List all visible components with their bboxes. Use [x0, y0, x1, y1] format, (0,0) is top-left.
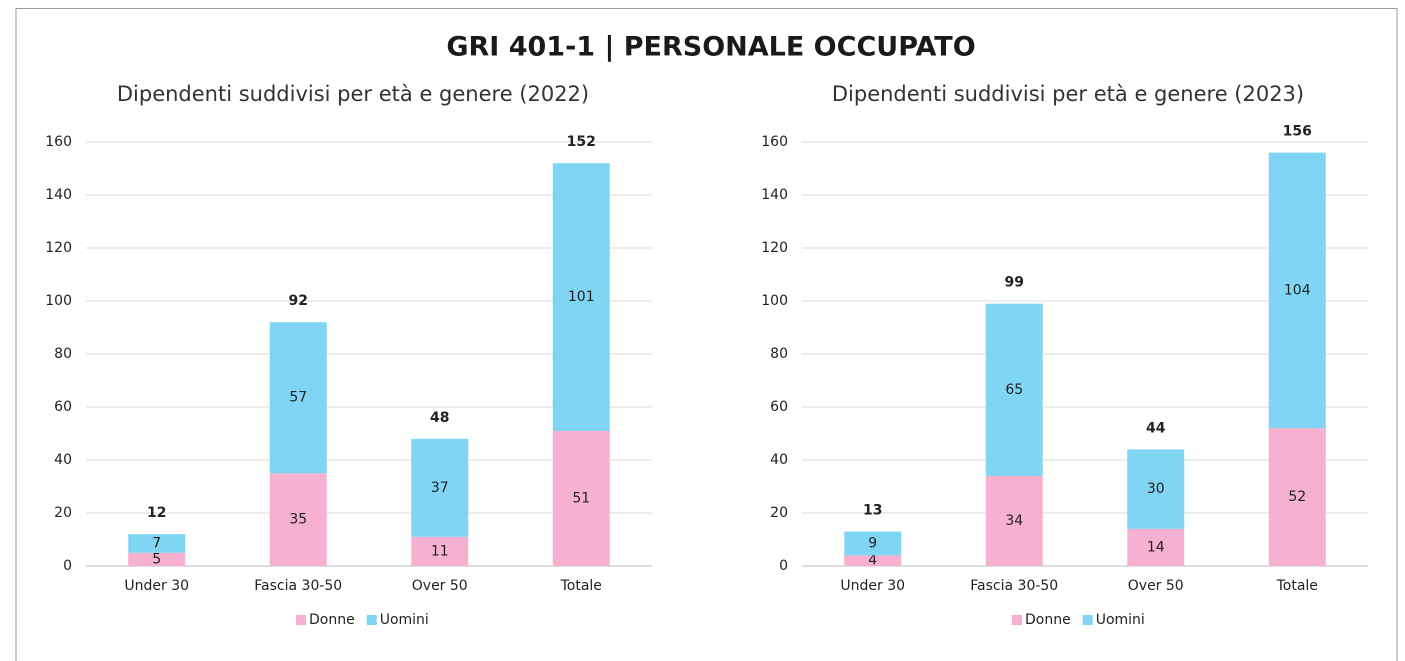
- data-label: 34: [1005, 513, 1023, 529]
- y-tick-label: 100: [45, 293, 72, 309]
- y-tick-label: 40: [770, 452, 788, 468]
- x-tick-label: Totale: [1276, 578, 1318, 594]
- frame: [15, 8, 1398, 661]
- x-tick-label: Fascia 30-50: [970, 578, 1058, 594]
- bar-segment: [411, 438, 469, 537]
- data-label: 14: [1147, 539, 1165, 555]
- data-label: 30: [1147, 481, 1165, 497]
- y-tick-label: 160: [761, 134, 788, 150]
- total-label: 44: [1146, 420, 1166, 436]
- legend-swatch: [366, 615, 377, 625]
- total-label: 152: [567, 134, 596, 150]
- y-tick-label: 140: [761, 187, 788, 203]
- x-tick-label: Under 30: [124, 578, 189, 594]
- bar-segment: [128, 534, 186, 553]
- x-tick-label: Over 50: [1128, 578, 1184, 594]
- data-label: 51: [572, 490, 590, 506]
- bar-segment: [844, 531, 902, 556]
- y-tick-label: 0: [63, 558, 72, 574]
- bar-segment: [985, 475, 1043, 566]
- y-tick-label: 40: [54, 452, 72, 468]
- x-tick-label: Totale: [560, 578, 602, 594]
- data-label: 9: [868, 535, 877, 551]
- bar-segment: [552, 430, 610, 566]
- bar-segment: [269, 322, 327, 474]
- total-label: 48: [430, 410, 449, 426]
- legend-swatch: [1012, 615, 1022, 625]
- data-label: 57: [289, 390, 307, 406]
- data-label: 35: [289, 512, 307, 528]
- bar-segment: [552, 163, 610, 431]
- bar-segment: [844, 555, 902, 566]
- y-tick-label: 80: [770, 346, 788, 362]
- page-title: GRI 401-1 | PERSONALE OCCUPATO: [446, 32, 975, 63]
- y-tick-label: 120: [45, 240, 72, 256]
- bar-segment: [1268, 152, 1326, 429]
- bar-segment: [1268, 428, 1326, 566]
- y-tick-label: 20: [770, 505, 788, 521]
- chart-subtitle: Dipendenti suddivisi per età e genere (2…: [832, 82, 1304, 106]
- y-tick-label: 100: [761, 293, 788, 309]
- bar-segment: [269, 473, 327, 566]
- bar-segment: [1127, 449, 1185, 529]
- data-label: 101: [568, 289, 595, 305]
- legend-swatch: [1082, 615, 1093, 625]
- data-label: 4: [868, 553, 877, 569]
- y-tick-label: 60: [770, 399, 788, 415]
- y-tick-label: 20: [54, 505, 72, 521]
- y-tick-label: 80: [54, 346, 72, 362]
- total-label: 12: [147, 505, 166, 521]
- chart-subtitle: Dipendenti suddivisi per età e genere (2…: [117, 82, 589, 106]
- legend-swatch: [296, 615, 306, 625]
- bar-segment: [985, 303, 1043, 476]
- bar-segment: [128, 552, 186, 566]
- data-label: 37: [431, 480, 449, 496]
- bar-segment: [1127, 528, 1185, 566]
- legend-label: Uomini: [1096, 612, 1145, 628]
- y-tick-label: 140: [45, 187, 72, 203]
- x-tick-label: Under 30: [840, 578, 905, 594]
- x-tick-label: Fascia 30-50: [254, 578, 342, 594]
- data-label: 65: [1005, 382, 1023, 398]
- legend-label: Donne: [1025, 612, 1071, 628]
- data-label: 5: [152, 551, 161, 567]
- bar-segment: [411, 536, 469, 566]
- legend-label: Uomini: [380, 612, 429, 628]
- data-label: 11: [431, 543, 449, 559]
- x-tick-label: Over 50: [412, 578, 468, 594]
- y-tick-label: 0: [779, 558, 788, 574]
- data-label: 104: [1284, 282, 1311, 298]
- total-label: 99: [1005, 275, 1024, 291]
- data-label: 52: [1288, 489, 1306, 505]
- total-label: 92: [289, 293, 308, 309]
- legend-label: Donne: [309, 612, 355, 628]
- total-label: 156: [1283, 124, 1312, 140]
- y-tick-label: 120: [761, 240, 788, 256]
- y-tick-label: 60: [54, 399, 72, 415]
- y-tick-label: 160: [45, 134, 72, 150]
- total-label: 13: [863, 503, 882, 519]
- data-label: 7: [152, 535, 161, 551]
